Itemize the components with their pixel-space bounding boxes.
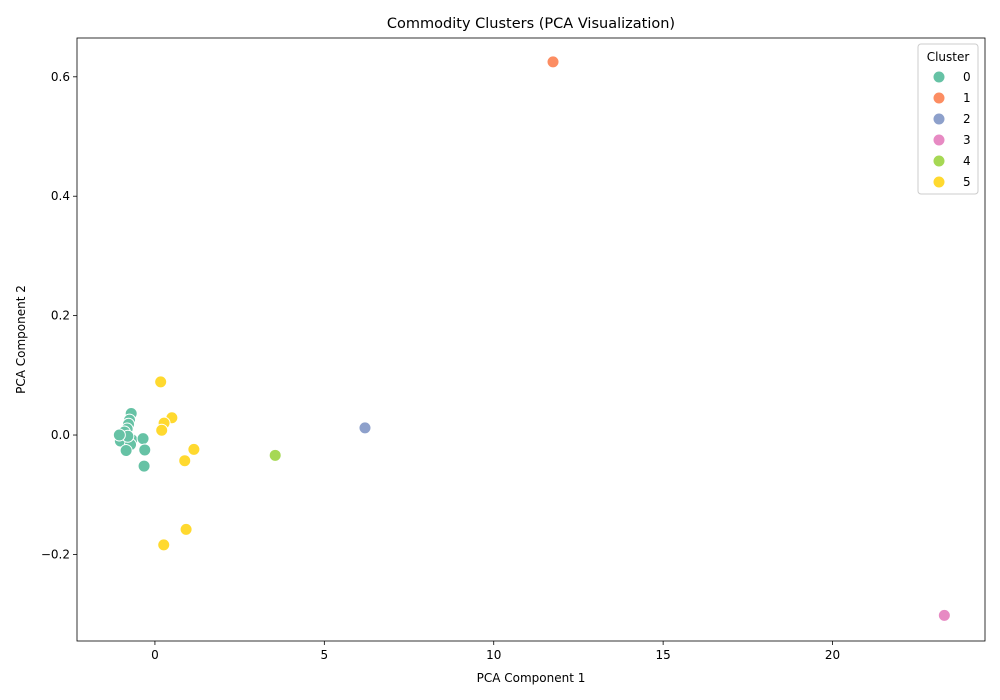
data-point-cluster-0 <box>136 432 150 446</box>
y-axis-label: PCA Component 2 <box>14 285 28 394</box>
x-axis: 0 5 10 15 20 <box>151 641 840 662</box>
data-point-cluster-5 <box>157 538 171 552</box>
legend-label-2: 2 <box>963 112 971 126</box>
x-tick-label: 10 <box>486 648 501 662</box>
legend-marker-3 <box>932 133 946 147</box>
y-tick-label: 0.0 <box>51 428 70 442</box>
data-points <box>112 55 951 622</box>
legend-label-0: 0 <box>963 70 971 84</box>
legend-title: Cluster <box>927 50 970 64</box>
chart-title: Commodity Clusters (PCA Visualization) <box>387 16 675 32</box>
data-point-cluster-0 <box>112 428 126 442</box>
x-tick-label: 0 <box>151 648 159 662</box>
legend-marker-1 <box>932 91 946 105</box>
data-point-cluster-5 <box>187 442 201 456</box>
legend-items: 0 1 2 3 4 5 <box>932 70 971 189</box>
y-tick-label: 0.4 <box>51 189 70 203</box>
legend-marker-0 <box>932 70 946 84</box>
x-axis-label: PCA Component 1 <box>477 671 586 685</box>
y-tick-label: −0.2 <box>41 547 70 561</box>
y-tick-label: 0.2 <box>51 309 70 323</box>
plot-frame <box>76 37 986 642</box>
legend-marker-5 <box>932 175 946 189</box>
legend-label-5: 5 <box>963 175 971 189</box>
legend-marker-4 <box>932 154 946 168</box>
data-point-cluster-4 <box>268 448 282 462</box>
data-point-cluster-0 <box>119 444 133 458</box>
data-point-cluster-0 <box>138 443 152 457</box>
legend: Cluster 0 1 2 3 4 5 <box>917 43 979 195</box>
data-point-cluster-0 <box>137 459 151 473</box>
y-tick-label: 0.6 <box>51 70 70 84</box>
x-tick-label: 15 <box>655 648 670 662</box>
legend-marker-2 <box>932 112 946 126</box>
y-axis: −0.2 0.0 0.2 0.4 0.6 <box>41 70 77 561</box>
data-point-cluster-3 <box>937 608 951 622</box>
x-tick-label: 5 <box>321 648 329 662</box>
legend-label-4: 4 <box>963 154 971 168</box>
data-point-cluster-5 <box>179 522 193 536</box>
data-point-cluster-5 <box>154 375 168 389</box>
legend-label-1: 1 <box>963 91 971 105</box>
legend-label-3: 3 <box>963 133 971 147</box>
x-tick-label: 20 <box>825 648 840 662</box>
data-point-cluster-5 <box>155 423 169 437</box>
data-point-cluster-2 <box>358 421 372 435</box>
data-point-cluster-5 <box>178 454 192 468</box>
data-point-cluster-1 <box>546 55 560 69</box>
legend-box <box>917 43 979 195</box>
